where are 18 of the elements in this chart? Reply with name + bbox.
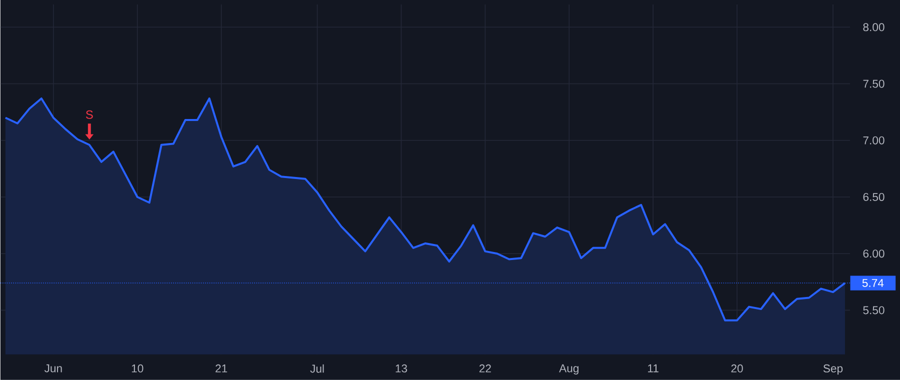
ref-line-label: 5.74: [862, 279, 884, 288]
x-tick-label: 20: [731, 364, 743, 372]
annotation: S: [86, 110, 93, 119]
x-tick-label: 21: [216, 364, 228, 372]
x-tick-label: Jul: [310, 364, 324, 373]
x-tick-label: Sep: [823, 364, 843, 375]
x-tick-label: 11: [648, 364, 658, 372]
y-tick-label: 6.00: [863, 250, 884, 258]
x-tick-label: 10: [132, 364, 144, 372]
y-tick-label: 7.50: [863, 80, 884, 88]
x-tick-label: Jun: [44, 364, 62, 372]
y-tick-label: 6.50: [863, 193, 884, 202]
x-tick-label: 22: [479, 364, 491, 372]
y-tick-label: 5.50: [863, 306, 884, 314]
x-tick-label: 13: [396, 364, 408, 372]
y-tick-label: 7.00: [863, 136, 884, 144]
y-tick-label: 8.00: [863, 23, 884, 32]
x-tick-label: Aug: [559, 364, 578, 375]
